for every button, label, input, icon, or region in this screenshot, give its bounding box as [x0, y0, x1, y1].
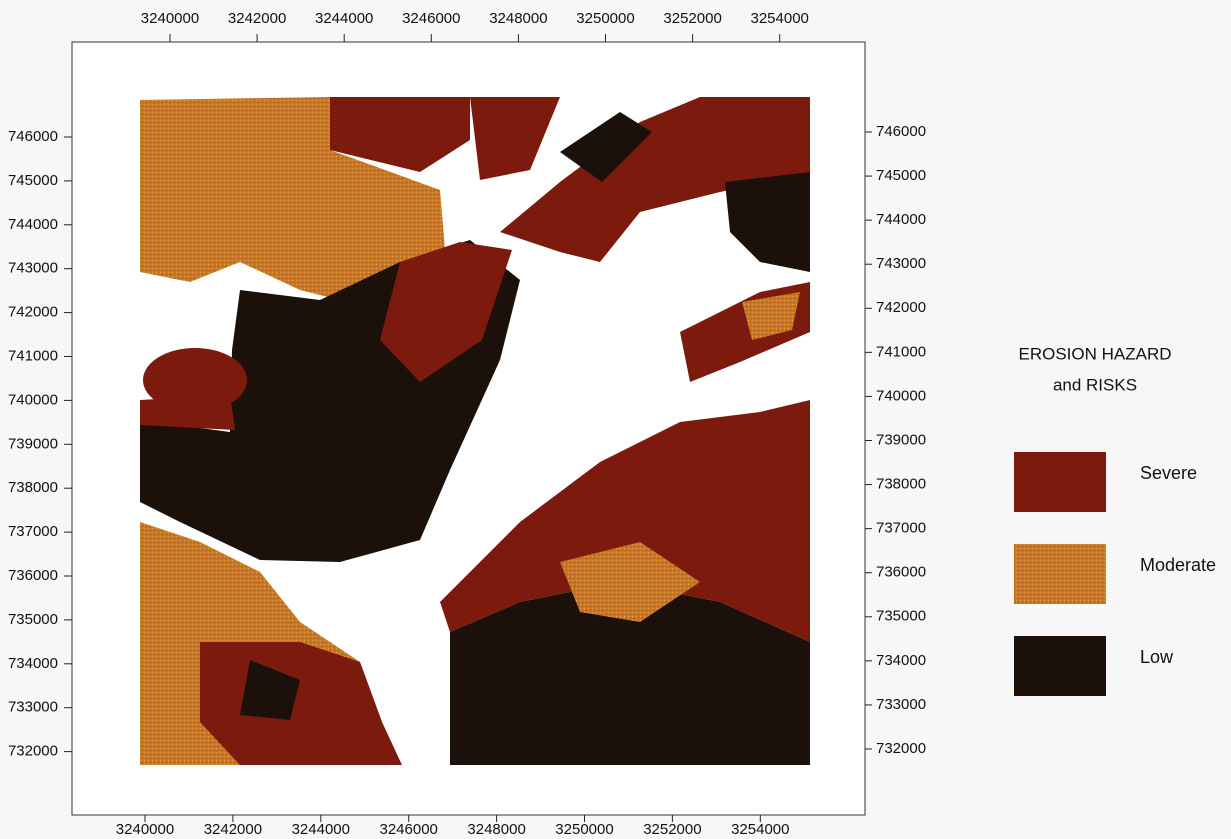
y-tick-label: 743000 — [876, 255, 926, 272]
y-tick-label: 741000 — [8, 347, 58, 364]
x-tick-label: 3240000 — [116, 821, 174, 838]
legend-swatch — [1014, 636, 1106, 696]
y-tick-label: 732000 — [8, 743, 58, 760]
y-tick-label: 745000 — [876, 167, 926, 184]
severe-area — [140, 395, 235, 430]
y-tick-label: 743000 — [8, 260, 58, 277]
y-tick-label: 736000 — [876, 564, 926, 581]
x-tick-label: 3242000 — [204, 821, 262, 838]
x-tick-label: 3254000 — [750, 10, 808, 27]
x-tick-label: 3244000 — [315, 10, 373, 27]
y-tick-label: 735000 — [8, 611, 58, 628]
y-tick-label: 733000 — [8, 699, 58, 716]
x-tick-label: 3248000 — [489, 10, 547, 27]
x-tick-label: 3244000 — [292, 821, 350, 838]
y-tick-label: 739000 — [8, 435, 58, 452]
y-tick-label: 745000 — [8, 172, 58, 189]
legend-title: and RISKS — [1053, 375, 1137, 394]
y-tick-label: 744000 — [8, 216, 58, 233]
legend-label: Low — [1140, 647, 1174, 667]
y-tick-label: 741000 — [876, 343, 926, 360]
y-tick-label: 740000 — [876, 387, 926, 404]
x-tick-label: 3252000 — [643, 821, 701, 838]
x-tick-label: 3246000 — [379, 821, 437, 838]
y-tick-label: 737000 — [8, 523, 58, 540]
y-tick-label: 733000 — [876, 696, 926, 713]
map-figure: 3240000 3242000 3244000 3246000 3248000 32500… — [0, 0, 1231, 839]
legend-label: Moderate — [1140, 555, 1216, 575]
legend-texture — [1014, 544, 1106, 604]
y-tick-label: 744000 — [876, 211, 926, 228]
y-tick-label: 738000 — [876, 476, 926, 493]
y-tick-label: 737000 — [876, 520, 926, 537]
y-tick-label: 742000 — [8, 304, 58, 321]
x-tick-label: 3246000 — [402, 10, 460, 27]
y-tick-label: 736000 — [8, 567, 58, 584]
y-tick-label: 732000 — [876, 740, 926, 757]
y-tick-label: 746000 — [8, 128, 58, 145]
y-tick-label: 734000 — [876, 652, 926, 669]
x-tick-label: 3240000 — [141, 10, 199, 27]
y-tick-label: 738000 — [8, 479, 58, 496]
y-tick-label: 734000 — [8, 655, 58, 672]
y-tick-label: 739000 — [876, 431, 926, 448]
x-tick-label: 3250000 — [576, 10, 634, 27]
legend-label: Severe — [1140, 463, 1197, 483]
y-tick-label: 740000 — [8, 391, 58, 408]
y-tick-label: 746000 — [876, 123, 926, 140]
x-tick-label: 3250000 — [555, 821, 613, 838]
legend-swatch — [1014, 452, 1106, 512]
x-tick-label: 3242000 — [228, 10, 286, 27]
x-tick-label: 3248000 — [467, 821, 525, 838]
x-tick-label: 3252000 — [663, 10, 721, 27]
x-tick-label: 3254000 — [731, 821, 789, 838]
y-tick-label: 742000 — [876, 299, 926, 316]
legend-title: EROSION HAZARD — [1018, 344, 1171, 363]
y-tick-label: 735000 — [876, 608, 926, 625]
